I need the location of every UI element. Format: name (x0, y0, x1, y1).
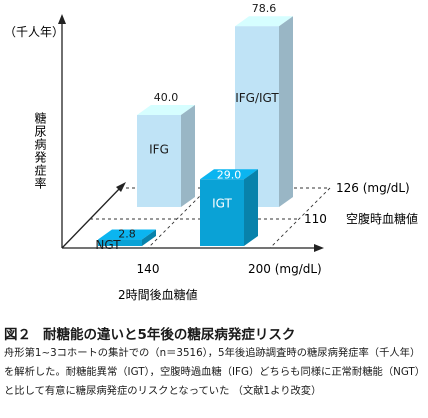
bar-top-face (200, 169, 258, 180)
z-tick-label: 110 (304, 212, 327, 226)
figure-title: 耐糖能の違いと5年後の糖尿病発症リスク (43, 327, 296, 343)
bar (98, 229, 156, 246)
bar-value-label: 2.8 (118, 228, 136, 241)
bar-top-face (235, 16, 293, 27)
grid-line (147, 187, 209, 249)
x-axis-arrow (314, 244, 324, 252)
figure-number: 図２ (4, 327, 31, 343)
bar (200, 169, 258, 246)
bar-category-label: IFG/IGT (235, 91, 279, 105)
bar-category-label: NGT (95, 238, 121, 252)
bar-top-face (98, 229, 156, 240)
bar-side-face (244, 169, 258, 246)
bar-front-face (98, 239, 142, 246)
bar-value-label: 29.0 (217, 168, 242, 181)
bar-side-face (142, 229, 156, 246)
bar-front-face (137, 115, 181, 207)
figure-caption-title: 図２ 耐糖能の違いと5年後の糖尿病発症リスク (4, 323, 295, 343)
z-axis-arrow (116, 182, 126, 192)
z-tick-label: 126 (mg/dL) (336, 181, 410, 195)
x-tick-label: 140 (137, 262, 160, 276)
x-axis-label: 2時間後血糖値 (118, 287, 198, 302)
bar-top-face (137, 105, 195, 115)
bar-front-face (200, 179, 244, 246)
bar-category-label: IFG (149, 143, 169, 157)
grid-line (269, 187, 331, 249)
z-axis-label: 空腹時血糖値 (346, 211, 418, 226)
y-axis-arrow (58, 14, 66, 24)
bar-side-face (181, 105, 195, 207)
bar (137, 105, 195, 207)
bar-value-label: 40.0 (154, 91, 179, 104)
bar-side-face (279, 16, 293, 207)
x-tick-label: 200 (mg/dL) (248, 262, 322, 276)
bar-value-label: 78.6 (252, 2, 277, 15)
figure-caption-description: 舟形第1∼3コホートの集計での（n＝3516），5年後追跡調査時の糖尿病発症率（… (4, 347, 426, 397)
z-axis (61, 185, 123, 249)
unit-label: （千人年） (4, 25, 64, 39)
y-axis-label: 糖尿病発症率 (33, 111, 47, 190)
bar-category-label: IGT (212, 196, 232, 210)
